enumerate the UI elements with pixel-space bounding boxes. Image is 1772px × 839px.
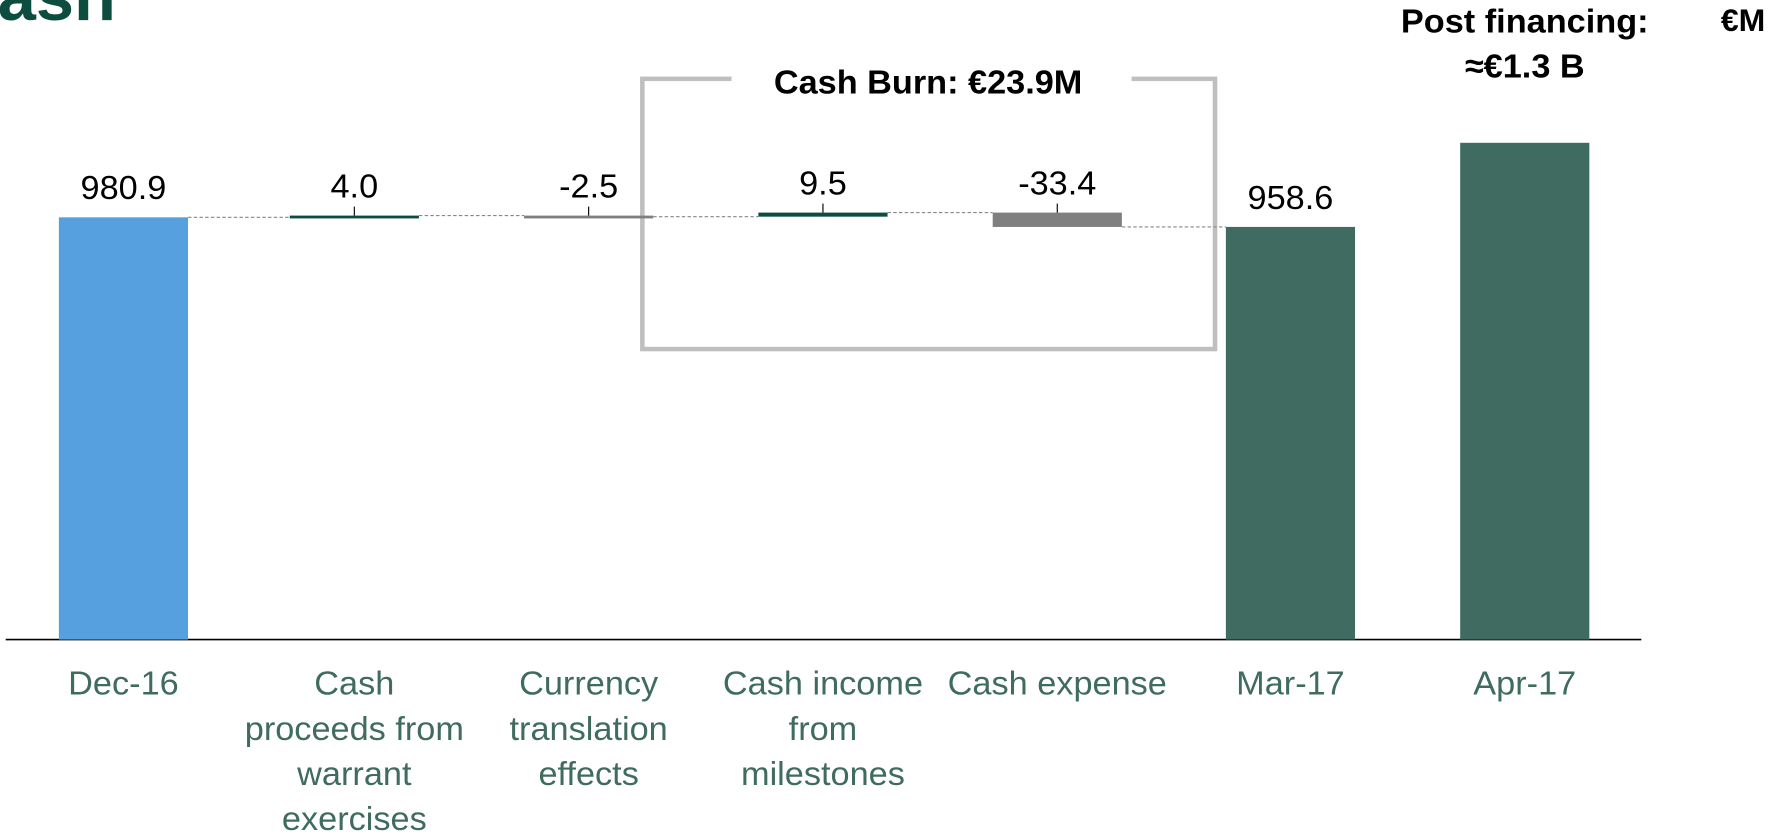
box-gap [731,61,1132,107]
x-tick-label: Cash income from milestones [722,665,924,793]
category-fo: Cash income from milestones [722,665,924,793]
category-fo: Currency translation effects [509,665,668,793]
value-label: 980.9 [81,169,167,207]
unit-label: €M [1721,2,1765,38]
category-fo: Mar-17 [1236,665,1345,703]
x-tick-label: Cash expense [947,665,1167,703]
value-label: -33.4 [1018,165,1096,203]
cash-burn-box [640,76,1218,352]
category-fo: Cash proceeds from warrant exercises [244,665,464,838]
x-tick-label: Currency translation effects [509,665,668,793]
bar [1225,226,1356,640]
chart-title: ash [0,0,116,35]
x-tick-label: Cash proceeds from warrant exercises [244,665,464,838]
bar [992,212,1122,227]
bar [524,215,654,219]
category-fo: Cash expense [947,665,1167,703]
x-tick-label: Apr-17 [1473,665,1577,703]
cash-burn-label: Cash Burn: €23.9M [774,64,1083,102]
category-fo: Dec-16 [68,665,179,703]
category-fo: Apr-17 [1473,665,1577,703]
x-tick-label: Mar-17 [1236,665,1345,703]
bar [1460,142,1590,640]
post-financing-fo: Post financing: ≈€1.3 B [1400,3,1649,86]
post-financing-label: Post financing: ≈€1.3 B [1400,3,1649,86]
bar [58,217,189,640]
value-label: 9.5 [799,165,847,203]
bar [758,212,888,217]
value-label: 958.6 [1248,179,1334,217]
x-tick-label: Dec-16 [68,665,179,703]
value-label: 4.0 [331,168,379,206]
bar [289,215,419,219]
value-label: -2.5 [559,168,618,206]
